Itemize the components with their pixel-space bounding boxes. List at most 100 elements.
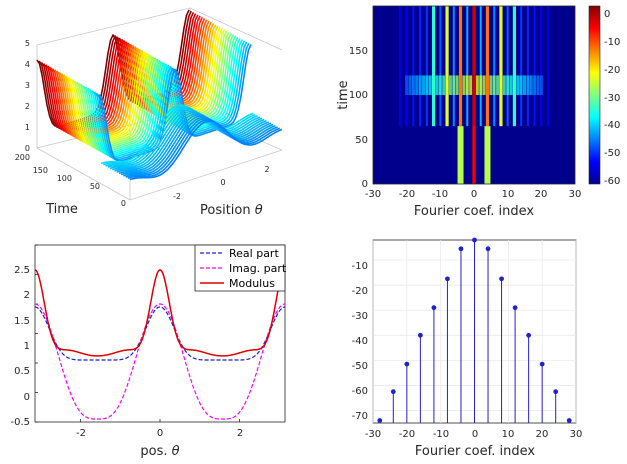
heatmap-cell xyxy=(466,6,469,127)
heat-xtick: 10 xyxy=(502,189,515,200)
z-tick-2: 2 xyxy=(25,102,30,111)
heatmap-cell xyxy=(506,75,510,95)
z-tick-0: 0 xyxy=(25,144,30,153)
surface-z-ticks: 0 1 2 3 4 5 xyxy=(25,39,30,153)
pos-tick-2: 2 xyxy=(264,165,269,174)
heatmap-cell xyxy=(455,75,459,95)
surface-line xyxy=(91,40,246,159)
cbar-tick: 0 xyxy=(604,9,610,20)
lines-legend: Real part Imag. part Modulus xyxy=(194,244,287,292)
heatmap-cell xyxy=(529,75,533,95)
surface-line xyxy=(114,111,267,172)
heatmap-cell xyxy=(519,75,523,95)
stem-ytick: -20 xyxy=(352,286,368,297)
cbar-tick: -20 xyxy=(604,65,620,76)
heat-ytick: 50 xyxy=(355,135,368,146)
heatmap-cell xyxy=(425,6,428,127)
lines-xtick: 2 xyxy=(237,428,243,439)
heatmap-cell xyxy=(533,6,536,127)
stem-marker xyxy=(499,276,504,282)
stem-marker xyxy=(377,418,383,423)
lines-ytick: 1 xyxy=(24,341,30,352)
heatmap-cell xyxy=(536,75,540,95)
heatmap-cell xyxy=(405,75,409,95)
surface-line xyxy=(120,115,274,176)
series-modulus xyxy=(35,269,285,357)
surface-panel: 0 1 2 3 4 5 200 150 100 50 0 -2 0 2 Time… xyxy=(15,7,283,218)
stem-ytick: -70 xyxy=(352,411,368,422)
stem-marker xyxy=(458,246,464,252)
stem-ytick: -40 xyxy=(352,336,368,347)
heatmap-cell xyxy=(435,75,439,95)
heatmap-cell xyxy=(482,75,486,95)
heatmap-cell xyxy=(405,6,408,127)
surface-line xyxy=(123,116,276,177)
heatmap-cell xyxy=(438,75,442,95)
heatmap-cell xyxy=(457,126,464,184)
heatmap-cell xyxy=(442,75,446,95)
lines-series-group xyxy=(35,269,285,420)
heat-xtick: -10 xyxy=(432,189,448,200)
stem-marks xyxy=(377,237,572,423)
heatmap-cell xyxy=(428,75,432,95)
series-real-part xyxy=(35,306,285,361)
heatmap-cell xyxy=(432,6,436,127)
cbar-tick: -60 xyxy=(604,176,620,187)
heatmap-cell xyxy=(398,6,401,127)
heatmap-cell xyxy=(462,75,466,95)
heatmap-cell xyxy=(412,6,415,127)
stem-xtick: 30 xyxy=(570,429,583,440)
heatmap-cell xyxy=(509,75,513,95)
heatmap-cell xyxy=(526,75,530,95)
surface-line xyxy=(109,109,263,170)
stem-ytick: -50 xyxy=(352,361,368,372)
heatmap-cell xyxy=(526,6,529,127)
heatmap-cell xyxy=(445,6,449,127)
heatmap-cell xyxy=(425,75,429,95)
lines-y-ticks: -0.5 0 0.5 1 1.5 2 2.5 xyxy=(10,265,30,428)
heatmap-cell xyxy=(489,75,493,95)
heatmap-cell xyxy=(448,75,452,95)
lines-ytick: 1.5 xyxy=(14,316,30,327)
lines-xlabel: pos. θ xyxy=(140,444,179,459)
heatmap-cell xyxy=(408,75,412,95)
legend-label-modulus: Modulus xyxy=(229,277,275,290)
surface-xlabel: Position θ xyxy=(200,203,263,218)
stem-marker xyxy=(485,246,491,252)
stem-marker xyxy=(553,389,559,395)
heatmap-panel: -30 -20 -10 0 10 20 30 0 50 100 150 Four… xyxy=(336,5,620,219)
pos-tick-0: 0 xyxy=(220,178,225,187)
stem-y-ticks: -10 -20 -30 -40 -50 -60 -70 xyxy=(352,261,368,422)
colorbar xyxy=(588,5,601,185)
surface-line xyxy=(125,117,278,178)
legend-label-imag: Imag. part xyxy=(229,262,287,275)
time-tick-0: 0 xyxy=(121,199,126,208)
heatmap-cell xyxy=(479,6,482,127)
heatmap-y-ticks: 0 50 100 150 xyxy=(349,46,368,190)
lines-ytick: 0 xyxy=(24,392,30,403)
heatmap-cell xyxy=(439,6,442,127)
surface-line xyxy=(118,114,272,175)
stem-marker xyxy=(566,418,572,423)
heatmap-cell xyxy=(539,75,543,95)
heat-xtick: 30 xyxy=(569,189,582,200)
z-tick-1: 1 xyxy=(25,123,30,132)
colorbar-ticks: 0 -10 -20 -30 -40 -50 -60 xyxy=(604,9,620,187)
lines-ytick: -0.5 xyxy=(10,417,30,428)
heatmap-cell xyxy=(475,75,479,95)
heatmap-cell xyxy=(547,6,550,127)
stem-xtick: -20 xyxy=(399,429,415,440)
stem-x-ticks: -30 -20 -10 0 10 20 30 xyxy=(365,429,583,440)
surface-line xyxy=(93,41,248,160)
lines-xtick: 0 xyxy=(157,428,163,439)
time-tick-50: 50 xyxy=(90,182,100,191)
lines-ytick: 0.5 xyxy=(14,366,30,377)
time-tick-200: 200 xyxy=(15,153,30,162)
heatmap-cell xyxy=(512,6,516,127)
stem-xtick: 10 xyxy=(502,429,515,440)
stem-panel: -10 -20 -30 -40 -50 -60 -70 -30 -20 -10 … xyxy=(352,237,583,459)
heatmap-cell xyxy=(523,75,526,95)
stem-marker xyxy=(539,361,545,367)
heatmap-cell xyxy=(452,75,456,95)
